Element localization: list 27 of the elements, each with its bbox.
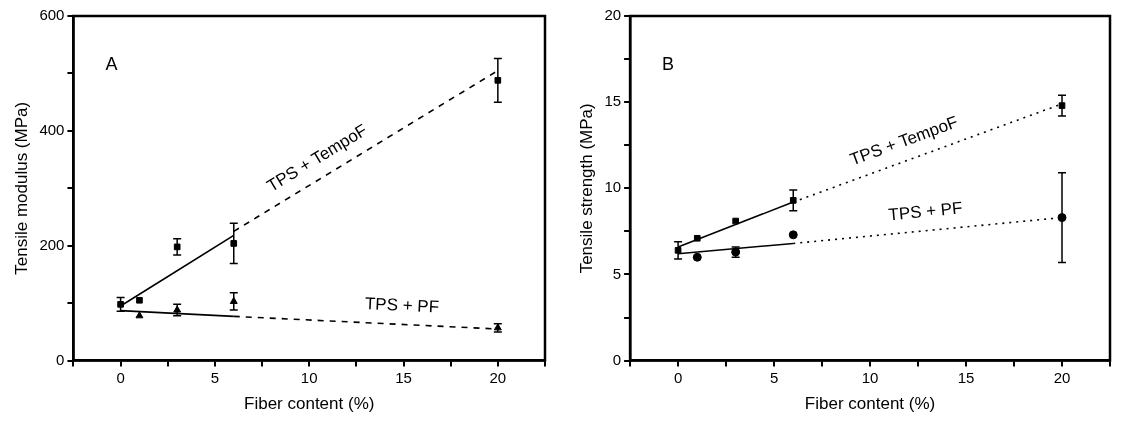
annotation: B bbox=[662, 53, 675, 74]
x-tick-label: 20 bbox=[1053, 368, 1071, 386]
annotation: TPS + PF bbox=[364, 293, 440, 317]
y-tick-label: 0 bbox=[612, 350, 622, 368]
x-tick-label: 5 bbox=[769, 368, 779, 386]
x-axis-title: Fiber content (%) bbox=[804, 394, 936, 414]
x-tick-label: 10 bbox=[861, 368, 879, 386]
x-axis-title: Fiber content (%) bbox=[244, 394, 375, 414]
y-tick-label: 600 bbox=[39, 6, 65, 24]
annotation: TPS + PF bbox=[887, 198, 964, 225]
y-tick-label: 200 bbox=[39, 235, 65, 253]
x-tick-label: 0 bbox=[673, 368, 683, 386]
y-axis-title: Tensile strength (MPa) bbox=[576, 103, 596, 274]
x-tick-label: 10 bbox=[300, 368, 318, 386]
y-axis-title: Tensile modulus (MPa) bbox=[11, 101, 31, 275]
x-tick-label: 0 bbox=[116, 368, 125, 386]
x-tick-label: 15 bbox=[957, 368, 975, 386]
y-tick-label: 15 bbox=[604, 92, 622, 110]
annotation: A bbox=[105, 53, 118, 74]
y-tick-label: 10 bbox=[604, 178, 622, 196]
y-tick-label: 0 bbox=[56, 350, 65, 368]
y-tick-label: 20 bbox=[604, 6, 622, 24]
y-tick-label: 5 bbox=[612, 264, 622, 282]
y-tick-label: 400 bbox=[39, 121, 65, 139]
x-tick-label: 15 bbox=[395, 368, 412, 386]
x-tick-label: 5 bbox=[210, 368, 220, 386]
x-tick-label: 20 bbox=[489, 368, 507, 386]
